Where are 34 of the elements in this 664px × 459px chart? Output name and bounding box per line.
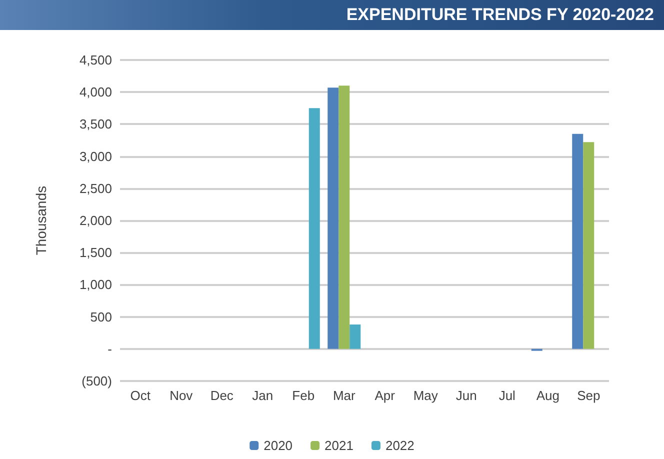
- x-tick-label: Mar: [332, 388, 356, 403]
- x-tick-label: Oct: [130, 388, 151, 403]
- y-axis-title: Thousands: [33, 186, 49, 256]
- bar: [338, 86, 350, 349]
- legend-label: 2022: [385, 438, 414, 453]
- x-tick-label: Jul: [498, 388, 516, 403]
- y-tick-label: (500): [82, 374, 112, 388]
- y-tick-label: 2,000: [79, 213, 112, 228]
- y-tick-label: 1,500: [79, 245, 112, 260]
- y-tick-label: 3,000: [79, 148, 112, 164]
- x-tick-label: Sep: [577, 388, 600, 403]
- x-tick-label: Dec: [210, 388, 234, 403]
- bar: [328, 88, 339, 349]
- x-tick-label: Feb: [292, 388, 315, 403]
- y-tick-label: 3,500: [79, 116, 112, 132]
- y-tick-label: -: [108, 341, 112, 356]
- x-tick-label: Apr: [374, 388, 396, 403]
- x-tick-label: Nov: [170, 388, 194, 403]
- bar: [350, 324, 361, 349]
- bar: [308, 108, 320, 349]
- y-tick-label: 500: [90, 309, 112, 324]
- bar: [583, 142, 594, 349]
- x-tick-label: Jan: [252, 388, 274, 403]
- x-tick-label: Aug: [536, 388, 560, 403]
- legend-label: 2020: [264, 438, 293, 453]
- legend-label: 2021: [324, 438, 354, 453]
- y-tick-label: 1,000: [79, 277, 112, 292]
- y-tick-label: 4,500: [79, 52, 112, 68]
- y-tick-label: 4,000: [79, 84, 112, 100]
- chart-title: EXPENDITURE TRENDS FY 2020-2022: [346, 4, 654, 26]
- y-tick-label: 2,500: [79, 180, 112, 196]
- bar: [572, 134, 584, 349]
- x-tick-label: Jun: [456, 388, 477, 403]
- x-tick-label: May: [413, 388, 438, 403]
